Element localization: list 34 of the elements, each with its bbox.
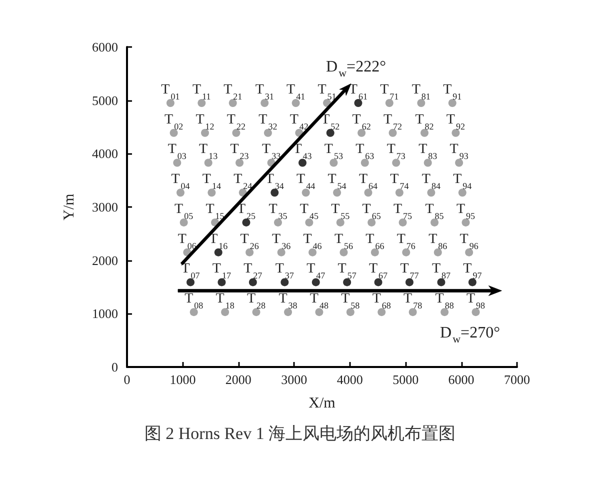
point xyxy=(214,248,222,256)
text: 图 2 Horns Rev 1 海上风电场的风机布置图 xyxy=(144,424,456,443)
y-tick-label: 6000 xyxy=(92,40,118,54)
y-tick-label: 0 xyxy=(112,360,118,374)
y-tick-label: 4000 xyxy=(92,146,118,162)
point xyxy=(312,278,320,286)
y-tick-label: 2000 xyxy=(92,252,118,268)
x-axis-title: X/m xyxy=(308,396,336,412)
point xyxy=(468,278,476,286)
x-tick-label: 3000 xyxy=(281,372,308,387)
x-tick-label: 0 xyxy=(124,372,130,387)
x-tick-label: 2000 xyxy=(225,372,252,387)
point xyxy=(405,278,414,286)
point xyxy=(242,218,250,226)
point xyxy=(280,278,289,286)
point xyxy=(326,128,334,137)
y-tick-label: 3000 xyxy=(92,200,118,214)
x-tick-label: 4000 xyxy=(336,372,363,387)
y-tick-label: 1000 xyxy=(92,306,118,322)
y-axis-title: Y/m xyxy=(62,193,78,220)
point xyxy=(437,278,446,286)
point xyxy=(186,278,195,286)
point xyxy=(298,158,306,167)
point xyxy=(248,278,257,286)
x-tick-label: 6000 xyxy=(448,372,474,387)
y-tick-label: 5000 xyxy=(92,92,118,108)
point xyxy=(218,278,226,286)
x-tick-label: 1000 xyxy=(170,372,196,387)
point xyxy=(354,99,362,107)
x-tick-label: 5000 xyxy=(392,372,419,387)
point xyxy=(374,278,382,286)
x-tick-label: 7000 xyxy=(504,372,530,387)
point xyxy=(343,278,352,286)
point xyxy=(270,188,279,197)
